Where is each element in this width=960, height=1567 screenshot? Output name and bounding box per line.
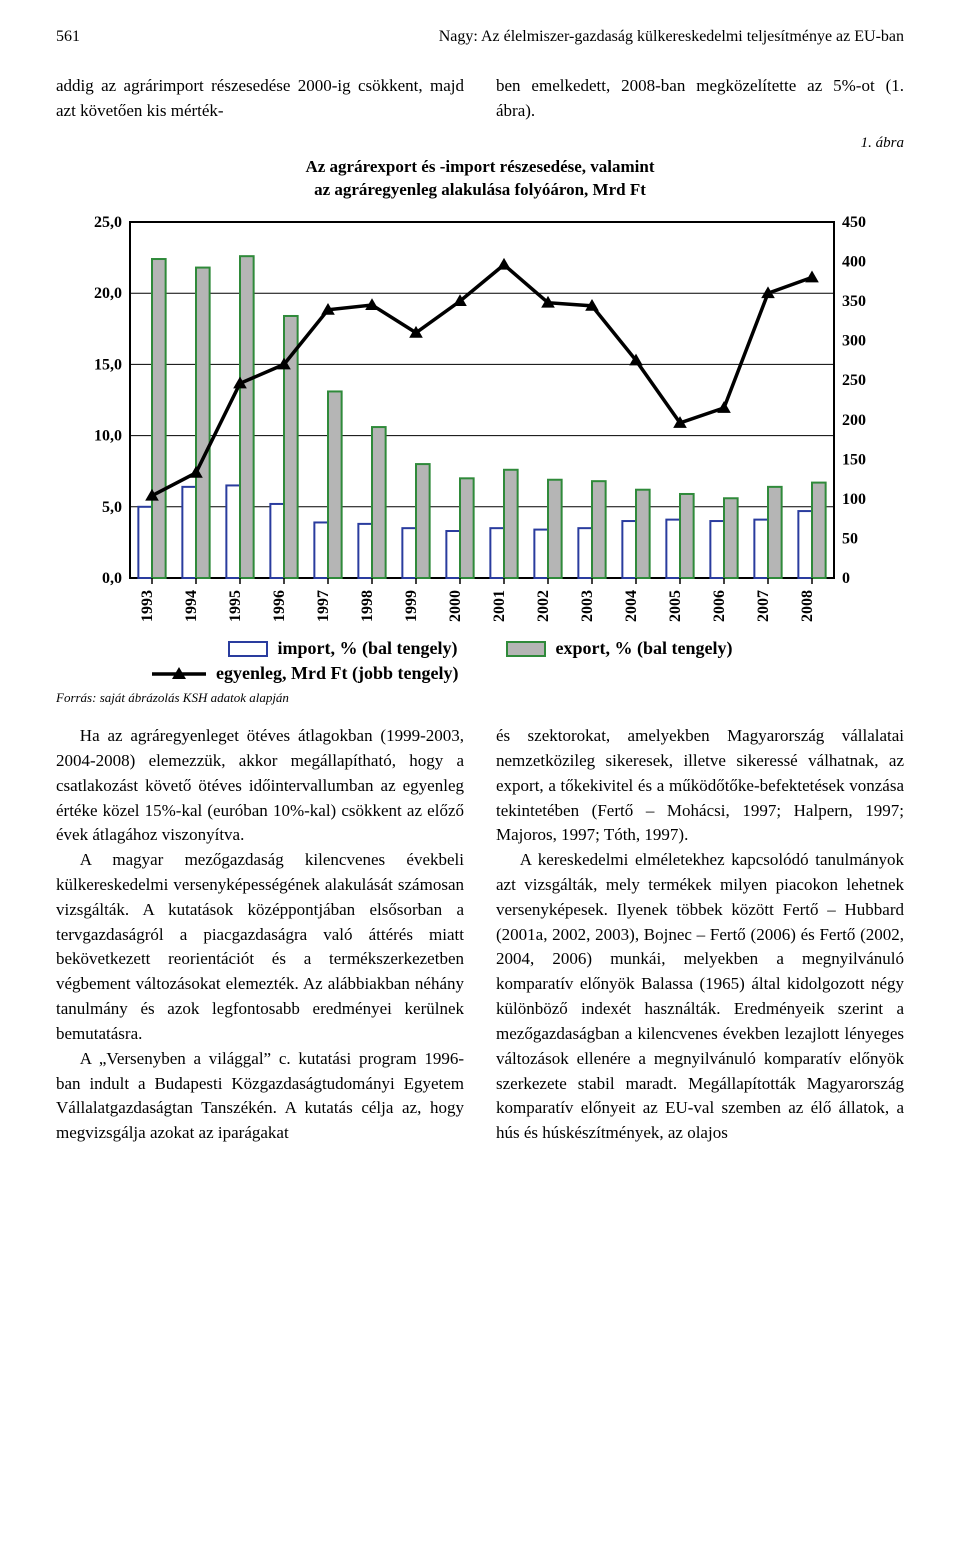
svg-text:100: 100 <box>842 491 866 508</box>
svg-text:2002: 2002 <box>535 590 552 622</box>
combo-chart-svg: 0,0 5,0 10,0 15,0 20,0 25,0 0 50 100 150 200 250 300… <box>70 212 890 632</box>
svg-text:10,0: 10,0 <box>94 428 122 445</box>
intro-right: ben emelkedett, 2008-ban megközelítette … <box>496 74 904 123</box>
svg-text:2000: 2000 <box>447 590 464 622</box>
body-paragraph: A kereskedelmi elméletekhez kapcsolódó t… <box>496 848 904 1146</box>
svg-text:1993: 1993 <box>139 590 156 622</box>
figure-label: 1. ábra <box>56 135 904 152</box>
svg-text:2001: 2001 <box>491 590 508 622</box>
figure-source: Forrás: saját ábrázolás KSH adatok alapj… <box>56 690 904 706</box>
legend-row-2: egyenleg, Mrd Ft (jobb tengely) <box>56 663 904 684</box>
legend-balance: egyenleg, Mrd Ft (jobb tengely) <box>152 663 458 684</box>
svg-text:20,0: 20,0 <box>94 285 122 302</box>
legend-balance-icon <box>152 665 206 683</box>
svg-text:0: 0 <box>842 570 850 587</box>
svg-text:150: 150 <box>842 451 866 468</box>
body-paragraph: A „Versenyben a világgal” c. kutatási pr… <box>56 1047 464 1146</box>
legend-import-label: import, % (bal tengely) <box>278 638 458 659</box>
svg-text:2003: 2003 <box>579 590 596 622</box>
svg-text:200: 200 <box>842 412 866 429</box>
body-paragraph: és szektorokat, amelyekben Magyarország … <box>496 724 904 848</box>
legend-import: import, % (bal tengely) <box>228 638 458 659</box>
svg-text:400: 400 <box>842 254 866 271</box>
svg-text:1995: 1995 <box>227 590 244 622</box>
svg-text:2005: 2005 <box>667 590 684 622</box>
chart-title-line2: az agráregyenleg alakulása folyóáron, Mr… <box>314 180 646 199</box>
svg-text:50: 50 <box>842 531 858 548</box>
legend-export-label: export, % (bal tengely) <box>556 638 733 659</box>
svg-text:15,0: 15,0 <box>94 357 122 374</box>
page-number: 561 <box>56 28 80 46</box>
chart-title-line1: Az agrárexport és -import részesedése, v… <box>305 157 654 176</box>
legend-balance-label: egyenleg, Mrd Ft (jobb tengely) <box>216 663 458 684</box>
body-paragraph: A magyar mezőgazdaság kilencvenes évekbe… <box>56 848 464 1047</box>
svg-text:25,0: 25,0 <box>94 214 122 231</box>
svg-text:250: 250 <box>842 372 866 389</box>
svg-text:0,0: 0,0 <box>102 570 122 587</box>
svg-text:2004: 2004 <box>623 590 640 622</box>
legend-export: export, % (bal tengely) <box>506 638 733 659</box>
legend-row-1: import, % (bal tengely) export, % (bal t… <box>56 638 904 659</box>
svg-text:2007: 2007 <box>755 590 772 622</box>
svg-text:350: 350 <box>842 293 866 310</box>
body-paragraph: Ha az agráregyenleget ötéves átlagokban … <box>56 724 464 848</box>
chart-title: Az agrárexport és -import részesedése, v… <box>56 156 904 202</box>
svg-text:1998: 1998 <box>359 590 376 622</box>
svg-text:1997: 1997 <box>315 590 332 622</box>
svg-text:5,0: 5,0 <box>102 499 122 516</box>
legend-swatch-export <box>506 641 546 657</box>
svg-text:1996: 1996 <box>271 590 288 622</box>
body-col-left: Ha az agráregyenleget ötéves átlagokban … <box>56 724 464 1146</box>
svg-text:2006: 2006 <box>711 590 728 622</box>
body-col-right: és szektorokat, amelyekben Magyarország … <box>496 724 904 1146</box>
svg-text:1999: 1999 <box>403 590 420 622</box>
svg-text:450: 450 <box>842 214 866 231</box>
svg-text:300: 300 <box>842 333 866 350</box>
intro-left: addig az agrárimport részesedése 2000-ig… <box>56 74 464 123</box>
figure-1-chart: 0,0 5,0 10,0 15,0 20,0 25,0 0 50 100 150 200 250 300… <box>56 212 904 632</box>
svg-text:1994: 1994 <box>183 590 200 622</box>
running-head: Nagy: Az élelmiszer-gazdaság külkeresked… <box>439 28 904 46</box>
svg-text:2008: 2008 <box>799 590 816 622</box>
legend-swatch-import <box>228 641 268 657</box>
